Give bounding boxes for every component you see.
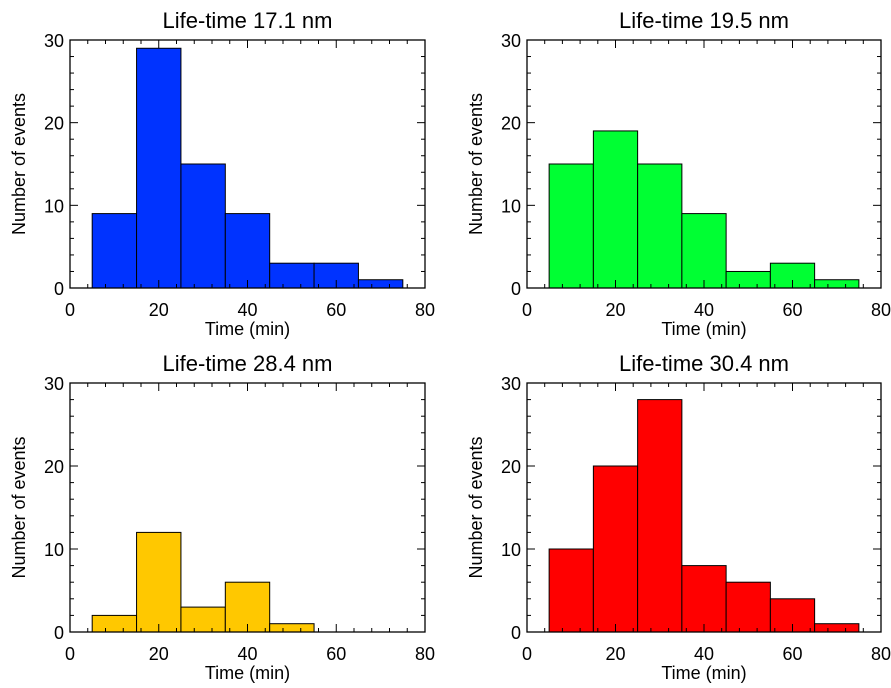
y-axis-label: Number of events — [466, 93, 486, 235]
y-tick-label: 20 — [44, 457, 64, 477]
x-tick-label: 80 — [871, 644, 891, 664]
bar — [180, 606, 226, 633]
x-tick-label: 20 — [149, 300, 169, 320]
y-tick-label: 10 — [501, 196, 521, 216]
x-axis-label: Time (min) — [205, 319, 290, 339]
x-tick-label: 60 — [782, 644, 802, 664]
x-tick-label: 60 — [326, 300, 346, 320]
bar — [592, 130, 639, 289]
x-tick-label: 40 — [694, 644, 714, 664]
bar — [136, 531, 182, 633]
chart-title: Life-time 17.1 nm — [163, 8, 333, 33]
y-tick-label: 30 — [501, 374, 521, 394]
bar — [548, 163, 594, 289]
y-tick-label: 30 — [44, 31, 64, 51]
chart-title: Life-time 30.4 nm — [619, 351, 789, 376]
x-tick-label: 80 — [415, 644, 435, 664]
chart-title: Life-time 28.4 nm — [163, 351, 333, 376]
x-tick-label: 0 — [65, 644, 75, 664]
x-tick-label: 60 — [782, 300, 802, 320]
y-tick-label: 10 — [501, 540, 521, 560]
axis-ticks — [69, 382, 426, 633]
x-tick-label: 40 — [237, 644, 257, 664]
chart-title: Life-time 19.5 nm — [619, 8, 789, 33]
bar — [269, 262, 315, 289]
y-tick-label: 20 — [501, 114, 521, 134]
bar — [224, 581, 271, 633]
x-tick-label: 80 — [415, 300, 435, 320]
y-tick-label: 10 — [44, 540, 64, 560]
y-tick-label: 30 — [44, 374, 64, 394]
y-axis-label: Number of events — [9, 93, 29, 235]
y-tick-label: 10 — [44, 196, 64, 216]
x-tick-label: 0 — [522, 644, 532, 664]
x-tick-label: 20 — [605, 300, 625, 320]
bar — [592, 465, 639, 633]
y-tick-label: 0 — [54, 279, 64, 299]
x-tick-label: 80 — [871, 300, 891, 320]
y-tick-label: 0 — [511, 623, 521, 643]
y-tick-label: 30 — [501, 31, 521, 51]
bar — [91, 614, 138, 633]
bar — [180, 163, 226, 289]
y-axis-label: Number of events — [466, 436, 486, 578]
x-tick-label: 60 — [326, 644, 346, 664]
y-tick-label: 0 — [54, 623, 64, 643]
bar — [814, 623, 860, 633]
bar — [357, 279, 404, 289]
bar — [814, 279, 860, 289]
bar — [269, 623, 315, 633]
y-tick-label: 20 — [501, 457, 521, 477]
x-tick-label: 0 — [522, 300, 532, 320]
bar — [224, 213, 271, 289]
y-tick-label: 0 — [511, 279, 521, 299]
bar — [637, 163, 683, 289]
chart-panel-4: 0 20 40 60 80 0 10 20 30 Life-time 30.4 nm Time (m… — [466, 351, 891, 683]
chart-panel-1: 0 20 40 60 80 0 10 20 30 Life-time 17.1 nm Time (m… — [9, 8, 435, 339]
bar — [725, 581, 771, 633]
x-axis-label: Time (min) — [205, 663, 290, 683]
x-tick-label: 40 — [237, 300, 257, 320]
y-axis-label: Number of events — [9, 436, 29, 578]
y-tick-label: 20 — [44, 114, 64, 134]
x-tick-label: 20 — [149, 644, 169, 664]
bar — [91, 213, 138, 289]
bar — [136, 47, 182, 289]
axis-ticks — [69, 39, 426, 289]
bar — [681, 565, 727, 633]
chart-panel-2: 0 20 40 60 80 0 10 20 30 Life-time 19.5 nm Time (m… — [466, 8, 891, 339]
bar — [681, 213, 727, 289]
bar — [637, 399, 683, 633]
x-tick-label: 0 — [65, 300, 75, 320]
axis-ticks — [526, 382, 882, 633]
x-tick-label: 20 — [605, 644, 625, 664]
x-axis-label: Time (min) — [661, 663, 746, 683]
x-tick-label: 40 — [694, 300, 714, 320]
chart-panel-3: 0 20 40 60 80 0 10 20 30 Life-time 28.4 nm Time (m… — [9, 351, 435, 683]
bar — [725, 270, 771, 289]
bar — [548, 548, 594, 633]
x-axis-label: Time (min) — [661, 319, 746, 339]
axis-ticks — [526, 39, 882, 289]
